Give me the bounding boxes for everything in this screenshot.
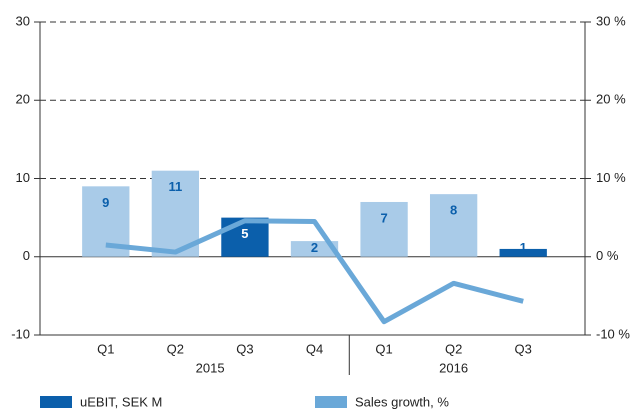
group-label: 2015 [196,360,225,375]
x-tick-label: Q3 [236,341,253,356]
data-label: 1 [520,240,527,255]
legend-label: uEBIT, SEK M [80,394,162,409]
y-tick-label: 20 [16,92,30,107]
y2-tick-label: -10 % [596,326,630,341]
data-label: 5 [241,226,248,241]
y2-tick-label: 0 % [596,248,619,263]
legend-swatch [40,396,72,408]
x-tick-label: Q3 [515,341,532,356]
data-label: 7 [380,210,387,225]
x-tick-label: Q1 [375,341,392,356]
bar [499,248,547,257]
y2-tick-label: 20 % [596,92,626,107]
x-tick-label: Q2 [167,341,184,356]
legend-label: Sales growth, % [355,394,449,409]
y-tick-label: 10 [16,170,30,185]
y2-tick-label: 10 % [596,170,626,185]
data-label: 9 [102,195,109,210]
bar [360,201,408,257]
data-label: 2 [311,240,318,255]
y-tick-label: -10 [11,326,30,341]
bar [221,217,269,257]
bar [290,241,339,257]
x-tick-label: Q1 [97,341,114,356]
data-label: 11 [168,179,182,194]
x-tick-label: Q2 [445,341,462,356]
line [105,218,524,325]
legend-swatch [315,396,347,408]
group-label: 2016 [439,360,468,375]
y2-tick-label: 30 % [596,13,626,28]
data-label: 8 [450,203,457,218]
bar [429,194,478,257]
y-tick-label: 30 [16,13,30,28]
x-tick-label: Q4 [306,341,323,356]
y-tick-label: 0 [23,248,30,263]
